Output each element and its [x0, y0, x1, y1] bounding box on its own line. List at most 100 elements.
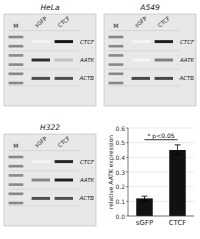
grid-line: [128, 142, 194, 143]
lane-label: CTCF: [57, 15, 71, 29]
row-label: CTCF: [180, 39, 195, 45]
ladder-band: [109, 63, 124, 66]
ladder-band: [109, 82, 124, 85]
tick-label: 0.6: [115, 125, 125, 132]
gel-band: [132, 77, 150, 80]
row-label: CTCF: [80, 39, 95, 45]
row-separator: [109, 30, 180, 31]
row-separator: [109, 69, 180, 70]
ladder-label: M: [13, 142, 18, 149]
ladder-band: [9, 193, 24, 196]
gel-band: [32, 40, 50, 43]
error-bar-cap: [175, 155, 181, 156]
grid-line: [128, 128, 194, 129]
ladder-band: [9, 63, 24, 66]
panel-title: A549: [139, 3, 160, 12]
tick-label: 0.4: [115, 154, 125, 161]
row-separator: [109, 50, 180, 51]
row-label: AATK: [79, 177, 94, 183]
ladder-band: [9, 183, 24, 186]
lane-label: sGFP: [34, 15, 49, 29]
row-separator: [9, 30, 80, 31]
gel-background: [4, 14, 96, 106]
ladder-band: [9, 36, 24, 39]
ladder-band: [9, 202, 24, 205]
ladder-band: [9, 156, 24, 159]
y-axis: [128, 128, 129, 216]
lane-label: CTCF: [157, 15, 171, 29]
row-label: CTCF: [80, 159, 95, 165]
gel-band: [55, 40, 73, 43]
gel-panel: HeLa MsGFP CTCF CTCF AATK ACTB: [4, 3, 96, 106]
row-label: AATK: [79, 57, 94, 63]
ladder-band: [109, 36, 124, 39]
gel-band: [55, 179, 73, 182]
tick-label: 0.5: [115, 139, 125, 146]
gel-panel: A549 MsGFP CTCF CTCF AATK ACTB: [104, 3, 196, 106]
category-label: CTCF: [169, 219, 187, 227]
ladder-band: [9, 45, 24, 48]
row-separator: [9, 205, 80, 206]
error-bar-stem: [177, 145, 178, 155]
row-separator: [9, 85, 80, 86]
lane-label: sGFP: [134, 15, 149, 29]
ladder-band: [9, 174, 24, 177]
gel-band: [32, 160, 50, 163]
gel-band: [32, 59, 50, 62]
gel-band: [32, 77, 50, 80]
row-separator: [9, 150, 80, 151]
grid-line: [128, 216, 194, 217]
row-label: AATK: [179, 57, 194, 63]
gel-band: [155, 40, 173, 43]
panel-title: H322: [40, 123, 60, 132]
ladder-band: [9, 73, 24, 76]
gel-band: [55, 59, 73, 62]
error-bar: [175, 145, 181, 155]
row-separator: [109, 85, 180, 86]
ladder-band: [9, 54, 24, 57]
error-bar-stem: [144, 196, 145, 200]
error-bar: [142, 196, 148, 200]
ladder-band: [109, 45, 124, 48]
row-label: ACTB: [78, 75, 94, 81]
gel-band: [55, 197, 73, 200]
significance-bracket: [145, 139, 178, 140]
ladder-label: M: [113, 22, 118, 29]
row-label: ACTB: [78, 195, 94, 201]
gel-band: [155, 77, 173, 80]
error-bar-cap: [142, 200, 148, 201]
bar: [136, 198, 153, 216]
ladder-band: [9, 82, 24, 85]
row-separator: [9, 189, 80, 190]
row-separator: [9, 69, 80, 70]
plot-area: [136, 145, 186, 216]
gel-band: [55, 160, 73, 163]
bar: [169, 150, 186, 216]
gel-band: [55, 77, 73, 80]
gel-band: [32, 197, 50, 200]
gel-band: [32, 179, 50, 182]
row-separator: [9, 50, 80, 51]
y-axis-label: relative AATK expression: [107, 135, 115, 210]
row-label: ACTB: [178, 75, 194, 81]
gel-band: [132, 59, 150, 62]
ladder-band: [109, 54, 124, 57]
lane-label: sGFP: [34, 135, 49, 149]
bar-chart: 0.00.10.20.30.40.50.6sGFPCTCFrelative AA…: [107, 125, 195, 228]
lane-label: CTCF: [57, 135, 71, 149]
panel-title: HeLa: [40, 3, 59, 12]
tick-label: 0.3: [115, 169, 125, 176]
tick-label: 0.1: [115, 198, 125, 205]
ladder-label: M: [13, 22, 18, 29]
row-separator: [9, 170, 80, 171]
ladder-band: [9, 165, 24, 168]
gel-background: [4, 134, 96, 226]
tick-label: 0.0: [115, 213, 125, 220]
figure: HeLa MsGFP CTCF CTCF AATK ACTB A549 MsGFP CTCF CT…: [0, 0, 200, 239]
gel-band: [132, 40, 150, 43]
tick-label: 0.2: [115, 183, 125, 190]
ladder-band: [109, 73, 124, 76]
gel-panel: H322 MsGFP CTCF CTCF AATK ACTB: [4, 123, 96, 226]
significance-label: * p<0.05: [147, 132, 174, 140]
gel-band: [155, 59, 173, 62]
